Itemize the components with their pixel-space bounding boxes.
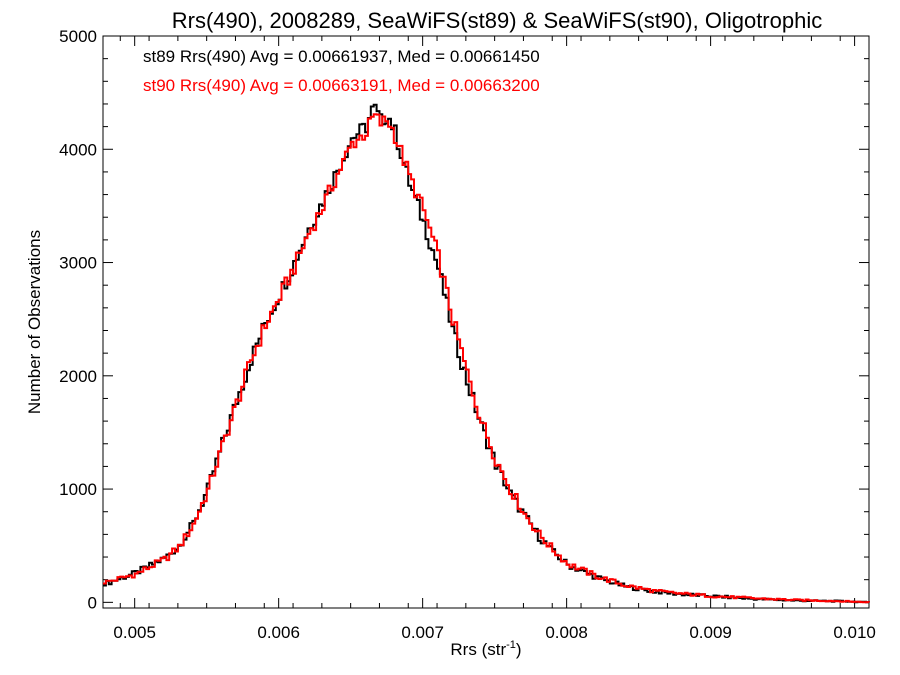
series-line-st90 xyxy=(103,113,870,604)
y-axis-label: Number of Observations xyxy=(25,230,44,414)
x-axis-label-base: Rrs (str xyxy=(450,640,506,659)
chart-title: Rrs(490), 2008289, SeaWiFS(st89) & SeaWi… xyxy=(172,8,822,33)
legend-entry-st89: st89 Rrs(490) Avg = 0.00661937, Med = 0.… xyxy=(143,47,540,66)
x-axis: 0.005 0.006 0.007 0.008 0.009 0.010 xyxy=(113,36,876,642)
x-axis-label: Rrs (str-1) xyxy=(450,639,521,659)
y-tick-label: 1000 xyxy=(59,480,97,499)
x-tick-label: 0.008 xyxy=(545,623,588,642)
x-axis-label-sup: -1 xyxy=(506,639,516,651)
y-tick-label: 4000 xyxy=(59,140,97,159)
x-tick-label: 0.005 xyxy=(113,623,156,642)
series-line-st89 xyxy=(103,103,870,604)
x-tick-label: 0.009 xyxy=(689,623,732,642)
x-axis-label-close: ) xyxy=(516,640,522,659)
y-tick-label: 3000 xyxy=(59,254,97,273)
x-tick-label: 0.007 xyxy=(401,623,444,642)
plot-frame xyxy=(102,35,870,609)
x-tick-label: 0.010 xyxy=(833,623,876,642)
x-tick-label: 0.006 xyxy=(257,623,300,642)
y-tick-label: 2000 xyxy=(59,367,97,386)
y-tick-label: 5000 xyxy=(59,27,97,46)
y-axis: 0 1000 2000 3000 4000 5000 xyxy=(59,27,869,612)
plot-series xyxy=(103,103,870,604)
y-tick-label: 0 xyxy=(88,593,97,612)
legend-entry-st90: st90 Rrs(490) Avg = 0.00663191, Med = 0.… xyxy=(143,76,540,95)
